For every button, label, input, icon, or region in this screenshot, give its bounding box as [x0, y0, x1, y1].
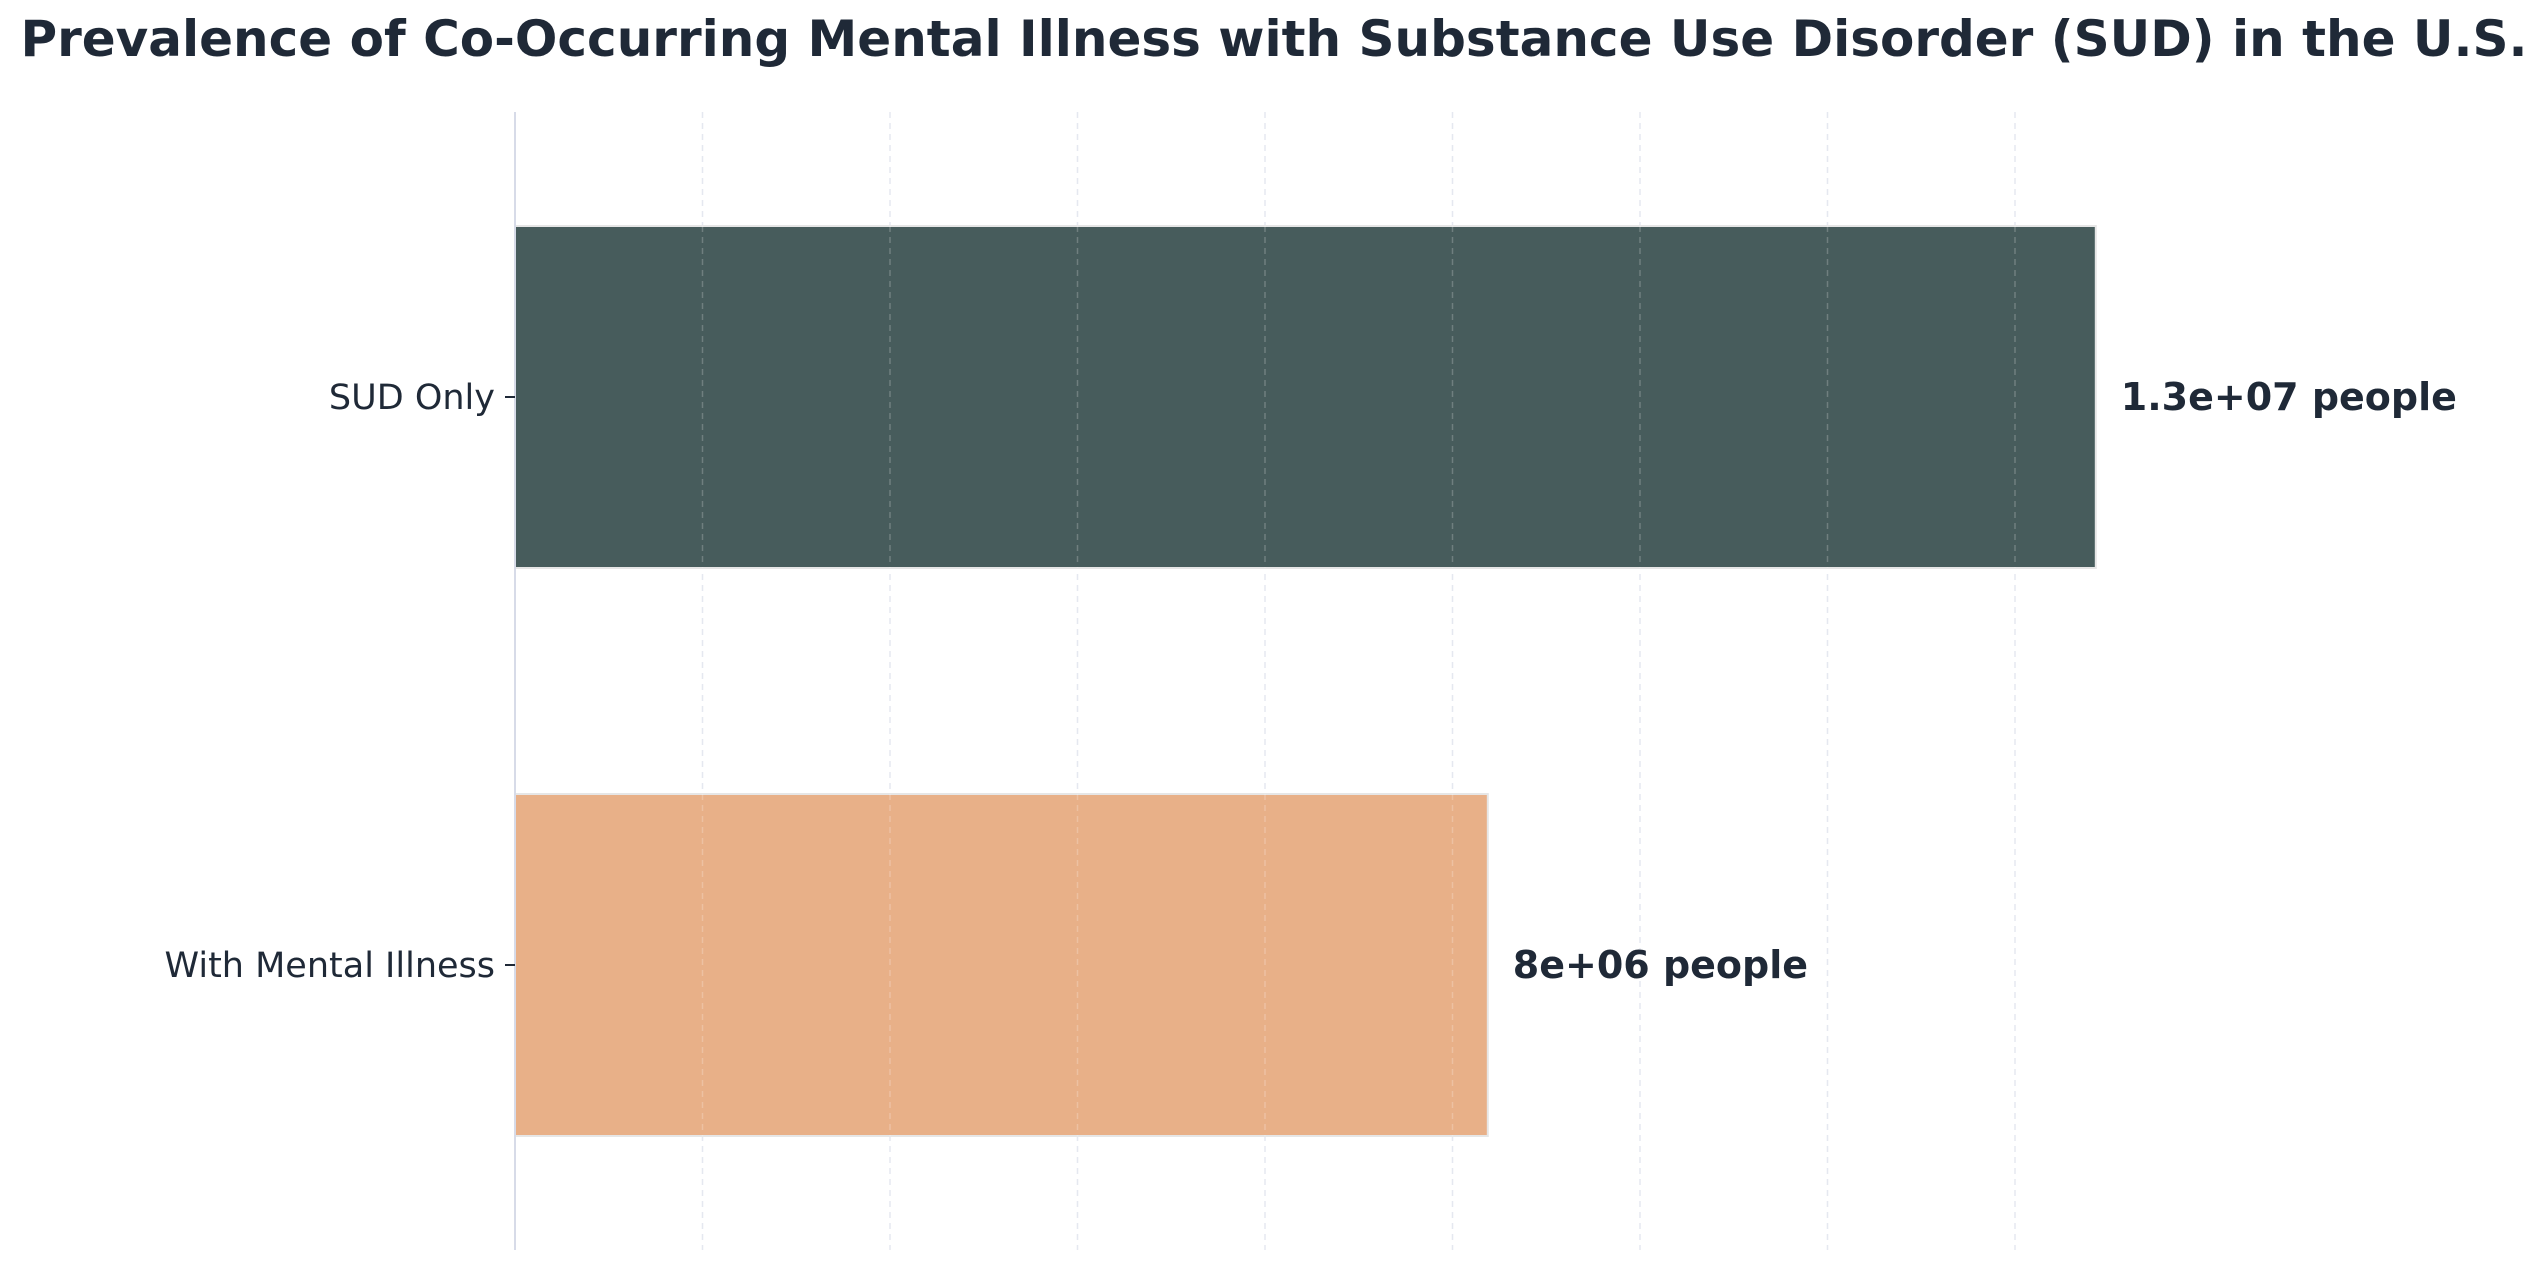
bar-with-mental-illness	[514, 793, 1489, 1137]
labels: SUD Only 1.3e+07 people With Mental Illnes…	[165, 375, 2457, 987]
category-label: With Mental Illness	[165, 946, 495, 986]
chart-title: Prevalence of Co-Occurring Mental Illnes…	[20, 10, 2527, 68]
bars	[514, 225, 2097, 1137]
category-label: SUD Only	[329, 378, 495, 418]
value-label: 8e+06 people	[1513, 943, 1808, 987]
value-label: 1.3e+07 people	[2121, 375, 2457, 419]
bar-sud-only	[514, 225, 2097, 569]
grid-lines-over-bars	[701, 226, 2016, 1136]
